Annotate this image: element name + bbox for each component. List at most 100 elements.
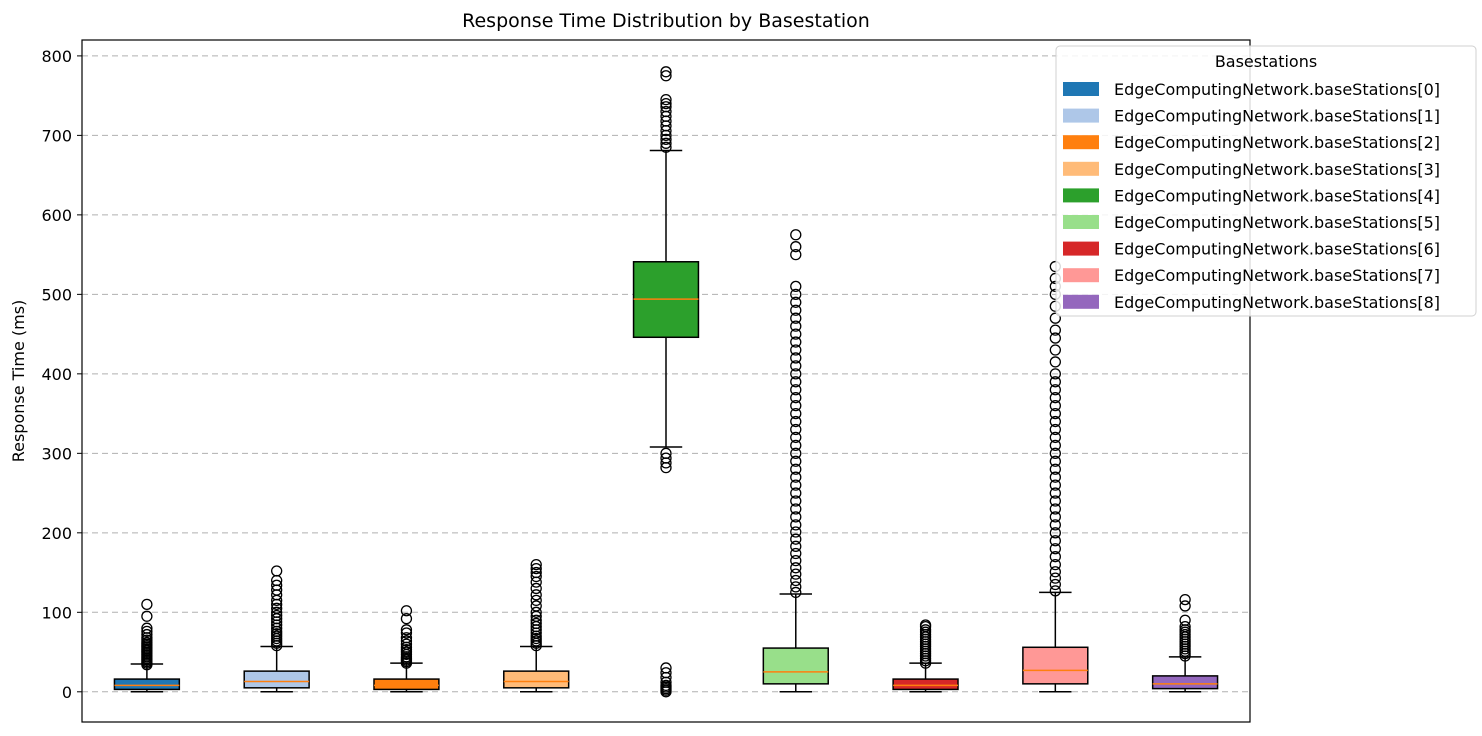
outlier-point: [790, 471, 802, 483]
outlier-point: [790, 568, 802, 580]
outlier-point: [790, 312, 802, 324]
legend-entry-label: EdgeComputingNetwork.baseStations[2]: [1114, 133, 1440, 152]
outlier-point: [1049, 392, 1061, 404]
outlier-point: [790, 431, 802, 444]
box-series: [113, 598, 181, 693]
outlier-point: [660, 66, 672, 78]
outlier-point: [1049, 503, 1061, 515]
chart-title: Response Time Distribution by Basestatio…: [462, 10, 870, 32]
outlier-point: [660, 70, 672, 82]
outlier-point: [790, 562, 802, 574]
outlier-point: [660, 105, 672, 118]
outlier-point: [790, 581, 802, 593]
y-tick-label: 600: [41, 206, 72, 225]
outlier-point: [660, 679, 672, 692]
outlier-point: [790, 248, 802, 261]
outlier-point: [790, 455, 802, 467]
outlier-point: [790, 229, 802, 241]
outlier-point: [1049, 471, 1061, 483]
y-tick-label: 800: [41, 47, 72, 66]
box-series: [762, 229, 829, 693]
box-series: [1022, 260, 1089, 693]
outlier-point: [790, 376, 802, 388]
outlier-point: [1049, 415, 1061, 428]
outlier-point: [1049, 368, 1061, 380]
outlier-point: [400, 638, 413, 650]
legend-swatch: [1063, 135, 1099, 150]
outlier-point: [790, 304, 802, 316]
outlier-point: [1049, 312, 1061, 324]
outlier-point: [790, 439, 802, 452]
outlier-point: [1049, 344, 1061, 356]
outlier-point: [790, 540, 802, 552]
iqr-box: [503, 670, 570, 689]
legend: Basestations EdgeComputingNetwork.baseSt…: [1055, 45, 1477, 317]
outlier-point: [271, 579, 283, 591]
iqr-box: [762, 647, 829, 685]
box-series: [892, 619, 959, 693]
legend-entry-label: EdgeComputingNetwork.baseStations[5]: [1114, 213, 1440, 232]
outlier-point: [790, 320, 802, 332]
outlier-point: [1049, 519, 1061, 531]
y-tick-label: 100: [41, 603, 72, 622]
outlier-point: [790, 447, 802, 459]
outlier-point: [790, 574, 802, 587]
outlier-point: [790, 554, 802, 567]
iqr-box: [243, 670, 310, 689]
outlier-point: [530, 582, 542, 595]
outlier-point: [530, 589, 542, 601]
box-series: [243, 565, 310, 693]
outlier-point: [1049, 384, 1061, 396]
iqr-box: [373, 678, 440, 691]
legend-title: Basestations: [1215, 52, 1317, 71]
iqr-box: [892, 678, 959, 691]
outlier-point: [530, 566, 542, 579]
iqr-box: [1022, 646, 1089, 685]
y-tick-label: 400: [41, 365, 72, 384]
outlier-point: [141, 628, 153, 641]
outlier-point: [790, 547, 802, 560]
outlier-point: [271, 609, 283, 622]
outlier-point: [660, 133, 672, 146]
outlier-point: [790, 360, 802, 372]
outlier-point: [790, 288, 802, 301]
y-tick-label: 200: [41, 524, 72, 543]
outlier-point: [790, 503, 802, 515]
outlier-point: [660, 101, 672, 113]
outlier-point: [1049, 447, 1061, 459]
outlier-point: [660, 452, 672, 464]
outlier-point: [790, 407, 802, 420]
outlier-point: [400, 632, 413, 644]
legend-entry-label: EdgeComputingNetwork.baseStations[1]: [1114, 107, 1440, 126]
outlier-point: [919, 624, 932, 636]
outlier-point: [530, 614, 542, 626]
outlier-point: [790, 368, 802, 380]
outlier-point: [141, 598, 153, 611]
outlier-point: [1049, 578, 1061, 591]
outlier-point: [530, 617, 542, 630]
outlier-point: [790, 392, 802, 404]
legend-swatch: [1063, 108, 1099, 123]
outlier-point: [141, 625, 153, 638]
outlier-point: [660, 97, 672, 110]
outlier-point: [790, 328, 802, 340]
outlier-point: [530, 600, 542, 612]
outlier-point: [660, 141, 672, 153]
outlier-point: [400, 627, 413, 639]
outlier-point: [271, 606, 283, 618]
outlier-point: [1049, 535, 1061, 547]
outlier-point: [660, 447, 672, 459]
legend-swatch: [1063, 294, 1099, 309]
legend-swatch: [1063, 268, 1099, 283]
legend-entry-label: EdgeComputingNetwork.baseStations[3]: [1114, 160, 1440, 179]
legend-entry-label: EdgeComputingNetwork.baseStations[6]: [1114, 240, 1440, 259]
outlier-point: [1049, 566, 1061, 578]
box-series: [373, 605, 440, 693]
outlier-point: [1179, 600, 1191, 612]
outlier-point: [919, 619, 932, 631]
outlier-point: [790, 463, 802, 475]
outlier-point: [660, 93, 672, 106]
outlier-point: [400, 613, 413, 625]
outlier-point: [1049, 407, 1061, 420]
outlier-point: [660, 667, 672, 679]
